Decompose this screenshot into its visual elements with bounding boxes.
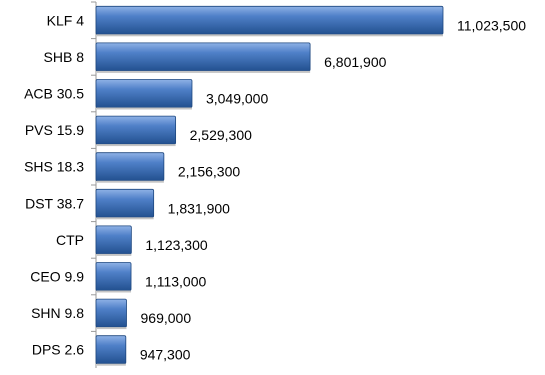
bar: [95, 42, 311, 72]
value-label: 2,529,300: [190, 127, 252, 143]
bar: [95, 225, 132, 255]
category-label: KLF 4: [47, 12, 85, 28]
bar: [95, 335, 127, 365]
bar-shadow: [97, 327, 127, 330]
value-label: 11,023,500: [457, 17, 526, 33]
value-label: 1,113,000: [145, 274, 206, 290]
category-label: ACB 30.5: [24, 86, 84, 102]
bar: [95, 262, 132, 291]
bar: [95, 188, 155, 218]
bar-shadow: [97, 180, 164, 183]
category-label: DPS 2.6: [32, 342, 84, 358]
value-label: 1,831,900: [168, 200, 230, 216]
category-label: DST 38.7: [25, 195, 84, 211]
category-label: SHS 18.3: [24, 159, 84, 175]
bar-shadow: [97, 144, 176, 147]
value-label: 1,123,300: [145, 237, 207, 253]
bar-shadow: [97, 70, 311, 73]
bar: [95, 79, 193, 108]
category-label: SHB 8: [44, 49, 85, 65]
category-label: CTP: [56, 232, 84, 248]
bar: [95, 152, 165, 182]
category-label: PVS 15.9: [25, 122, 84, 138]
bar-shadow: [97, 363, 126, 366]
plot-area: KLF 4 11,023,500 SHB 8 6,801,900 ACB 30.5 3,0…: [24, 1, 526, 368]
value-label: 969,000: [141, 310, 192, 326]
value-label: 947,300: [140, 347, 191, 363]
value-label: 6,801,900: [324, 54, 386, 70]
bar: [95, 5, 444, 35]
bar-shadow: [97, 107, 192, 110]
bar-shadow: [97, 217, 154, 220]
bar-shadow: [97, 34, 443, 37]
value-label: 2,156,300: [178, 164, 240, 180]
bar-shadow: [97, 253, 132, 256]
bar: [95, 298, 127, 328]
bar-shadow: [97, 290, 132, 293]
category-label: CEO 9.9: [30, 269, 84, 285]
bar: [95, 115, 177, 145]
category-label: SHN 9.8: [31, 305, 84, 321]
value-label: 3,049,000: [206, 91, 268, 107]
